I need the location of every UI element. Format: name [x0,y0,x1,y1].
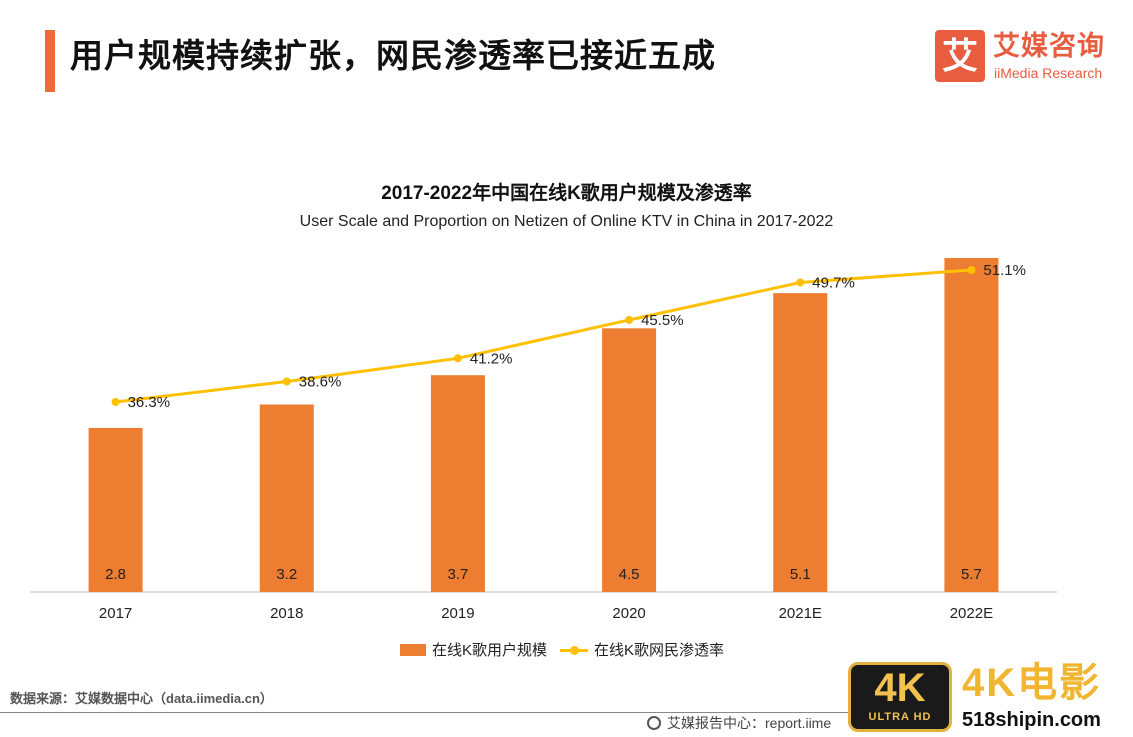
bar-value-label: 3.2 [276,566,297,583]
watermark-badge-ultra-hd: ULTRA HD [868,711,932,723]
report-center-text: 艾媒报告中心：report.iime [667,715,832,731]
bar-value-label: 3.7 [447,566,468,583]
line-value-label: 41.2% [470,350,513,367]
iimedia-logo: 艾 艾媒咨询 iiMedia Research [935,30,1115,86]
bar-value-label: 5.1 [790,566,811,583]
line-value-label: 36.3% [128,394,171,411]
line-point [282,377,291,386]
legend-item-bar: 在线K歌用户规模 [400,641,547,661]
x-tick-label: 2018 [270,605,303,622]
title-accent-bar [45,30,55,92]
line-point [796,278,805,287]
legend-line-swatch [560,644,588,656]
report-center-link[interactable]: 艾媒报告中心：report.iime [647,713,831,733]
globe-icon [647,716,661,730]
watermark-site: 518shipin.com [962,709,1101,731]
bar-2018 [259,404,314,592]
penetration-rate-line [115,268,972,404]
footer-divider [0,712,860,713]
chart-subtitle: User Scale and Proportion on Netizen of … [299,213,834,230]
legend-bar-swatch [400,644,426,656]
watermark-4k-badge: 4K ULTRA HD [848,662,952,732]
line-point [111,398,120,407]
logo-text-cn: 艾媒咨询 [993,31,1105,61]
watermark-brand: 4K电影 [962,661,1102,705]
bar-2022E [944,258,999,592]
logo-text-en: iiMedia Research [994,65,1103,81]
bar-2020 [602,328,657,592]
line-value-label: 45.5% [641,312,684,329]
bar-value-label: 2.8 [105,566,126,583]
bar-2019 [430,375,485,592]
line-value-label: 51.1% [983,262,1026,279]
bar-2021E [773,293,828,592]
line-point [625,315,634,324]
line-value-label: 49.7% [812,274,855,291]
bar-2017 [88,427,143,592]
legend-line-label: 在线K歌网民渗透率 [594,642,725,659]
bar-value-label: 4.5 [619,566,640,583]
bar-value-label: 5.7 [961,566,982,583]
legend-bar-label: 在线K歌用户规模 [432,642,548,659]
page-title: 用户规模持续扩张，网民渗透率已接近五成 [70,37,716,74]
line-point [453,354,462,363]
x-tick-label: 2019 [441,605,474,622]
legend-item-line: 在线K歌网民渗透率 [560,641,724,661]
x-tick-label: 2021E [779,605,822,622]
line-point [967,266,976,274]
line-value-label: 38.6% [299,373,342,390]
logo-mark: 艾 [935,30,985,82]
x-tick-label: 2017 [99,605,132,622]
data-source: 数据来源：艾媒数据中心（data.iimedia.cn） [10,691,273,706]
x-tick-label: 2022E [950,605,993,622]
watermark-badge-4k: 4K [874,666,926,710]
chart-title: 2017-2022年中国在线K歌用户规模及渗透率 [381,183,752,204]
x-tick-label: 2020 [612,605,645,622]
